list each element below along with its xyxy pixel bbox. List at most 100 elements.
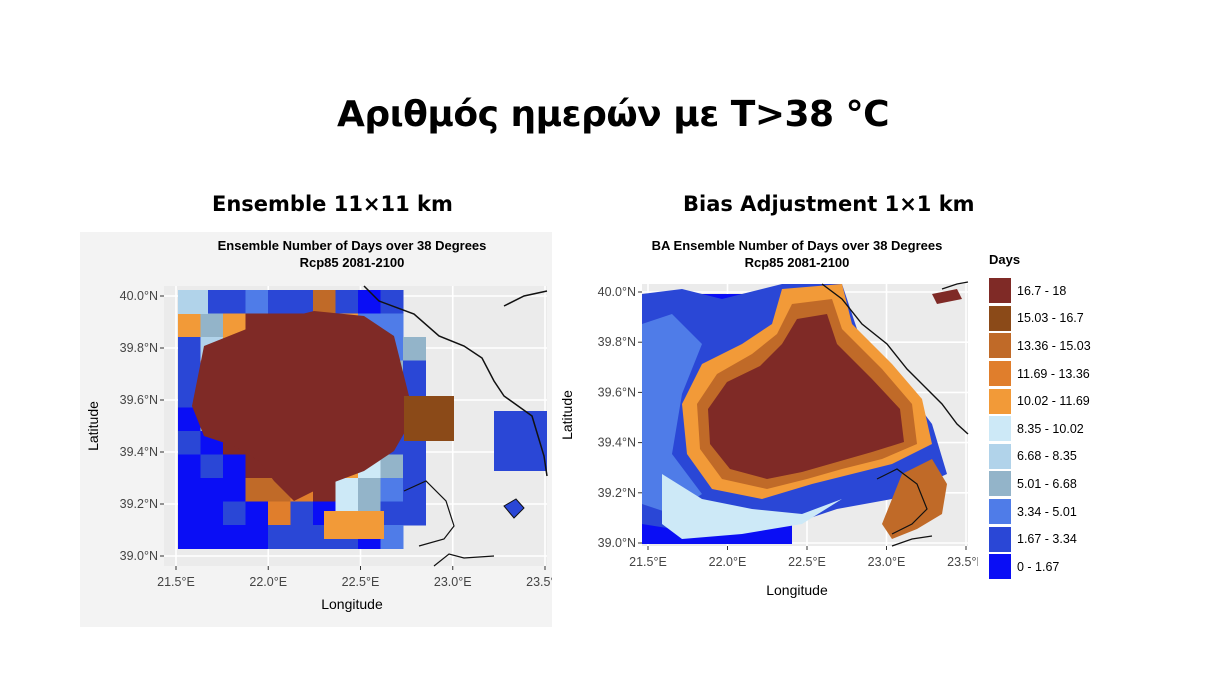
legend-item: 8.35 - 10.02 [989, 415, 1091, 443]
legend-label: 15.03 - 16.7 [1017, 311, 1084, 326]
raster-cell [200, 525, 224, 549]
tick-label-y: 39.8°N [598, 335, 636, 349]
tick-label-y: 40.0°N [598, 285, 636, 299]
raster-cell [223, 478, 246, 502]
raster-cell [178, 337, 201, 361]
x-axis-label: Longitude [766, 582, 828, 598]
legend-label: 3.34 - 5.01 [1017, 504, 1077, 519]
x-axis-label: Longitude [321, 596, 383, 612]
axis-ticks: 21.5°E 22.0°E 22.5°E 23.0°E 23.5°E 40.0°N 39.8… [598, 285, 985, 569]
raster-cell [403, 501, 426, 526]
legend-swatch [989, 443, 1011, 469]
raster-cell [245, 290, 269, 314]
legend-label: 6.68 - 8.35 [1017, 449, 1077, 464]
coastline-south [891, 535, 933, 547]
legend-swatch [989, 499, 1011, 525]
coastline [363, 285, 548, 477]
coastline-north [941, 281, 969, 290]
raster-cell [178, 431, 201, 455]
raster-cell [335, 478, 359, 502]
legend-label: 8.35 - 10.02 [1017, 421, 1084, 436]
legend-label: 10.02 - 11.69 [1017, 394, 1090, 409]
raster-cell [178, 478, 201, 502]
raster-cell [178, 360, 201, 385]
raster-cell [178, 454, 201, 479]
legend-item: 10.02 - 11.69 [989, 387, 1091, 415]
legend-swatch [989, 278, 1011, 304]
raster-cell [268, 501, 291, 526]
map-bias-adjustment: BA Ensemble Number of Days over 38 Degre… [558, 232, 985, 607]
legend-item: 1.67 - 3.34 [989, 525, 1091, 553]
y-axis-label: Latitude [85, 401, 101, 451]
map-title-line-2: Rcp85 2081-2100 [745, 255, 850, 270]
legend-swatch [989, 471, 1011, 497]
coastline-north [503, 290, 548, 307]
map-title-line-2: Rcp85 2081-2100 [300, 255, 405, 270]
legend-swatch [989, 305, 1011, 331]
raster-cell [223, 501, 246, 526]
raster-cell [380, 501, 404, 526]
raster-cell [245, 525, 269, 549]
tick-label-y: 39.2°N [120, 497, 158, 511]
tick-label-x: 23.0°E [868, 555, 906, 569]
tick-label-x: 22.0°E [249, 575, 287, 589]
raster-cell [200, 478, 224, 502]
raster-cell [335, 290, 359, 314]
raster-cell [178, 313, 201, 338]
legend-items: 16.7 - 18 15.03 - 16.7 13.36 - 15.03 11.69 … [989, 277, 1091, 581]
raster-cell [290, 501, 314, 526]
legend-item: 5.01 - 6.68 [989, 470, 1091, 498]
legend-item: 15.03 - 16.7 [989, 305, 1091, 333]
legend-title: Days [989, 252, 1021, 267]
legend-swatch [989, 526, 1011, 552]
legend-label: 0 - 1.67 [1017, 559, 1060, 574]
raster-cell [290, 525, 314, 549]
raster-cell [178, 501, 201, 526]
raster-cell [200, 313, 224, 338]
map-title-line-1: Ensemble Number of Days over 38 Degrees [218, 238, 487, 253]
tick-label-x: 23.5°E [526, 575, 552, 589]
raster-cell [380, 525, 404, 549]
legend-swatch [989, 388, 1011, 414]
raster-cell [268, 525, 291, 549]
raster-cell [178, 290, 208, 314]
legend-swatch [989, 416, 1011, 442]
map-panel-bias-adjustment: BA Ensemble Number of Days over 38 Degre… [558, 232, 985, 607]
coastline [821, 283, 969, 435]
tick-label-x: 22.5°E [342, 575, 380, 589]
legend-item: 3.34 - 5.01 [989, 498, 1091, 526]
tick-label-y: 39.8°N [120, 341, 158, 355]
tick-label-x: 22.5°E [788, 555, 826, 569]
coastline-gulf [403, 480, 455, 547]
raster-cells [178, 290, 547, 549]
tick-label-y: 39.6°N [120, 393, 158, 407]
tick-label-y: 39.0°N [598, 536, 636, 550]
raster-cell [223, 290, 246, 314]
raster-cell [200, 454, 224, 479]
tick-label-x: 21.5°E [157, 575, 195, 589]
legend: Days 16.7 - 18 15.03 - 16.7 13.36 - 15.03 1… [985, 252, 1115, 592]
raster-cell [403, 337, 426, 361]
raster-cell [268, 290, 291, 314]
tick-label-y: 39.2°N [598, 486, 636, 500]
map-title-line-1: BA Ensemble Number of Days over 38 Degre… [652, 238, 943, 253]
tick-label-y: 39.6°N [598, 385, 636, 399]
legend-item: 6.68 - 8.35 [989, 443, 1091, 471]
tick-label-x: 23.0°E [434, 575, 472, 589]
tick-label-x: 21.5°E [629, 555, 667, 569]
raster-cell [404, 396, 454, 441]
raster-fill [642, 284, 962, 544]
coastline-south [433, 553, 495, 567]
raster-cell [223, 454, 246, 479]
tick-label-y: 39.4°N [598, 436, 636, 450]
tick-label-y: 40.0°N [120, 289, 158, 303]
legend-swatch [989, 333, 1011, 359]
slide-title: Αριθμός ημερών με T>38 °C [336, 94, 890, 135]
tick-label-x: 23.5°E [947, 555, 978, 569]
legend-item: 11.69 - 13.36 [989, 360, 1091, 388]
y-axis-label: Latitude [559, 390, 575, 440]
legend-label: 16.7 - 18 [1017, 283, 1067, 298]
coastline-gulf [876, 468, 928, 535]
raster-core [192, 311, 414, 501]
raster-cell [403, 360, 426, 385]
